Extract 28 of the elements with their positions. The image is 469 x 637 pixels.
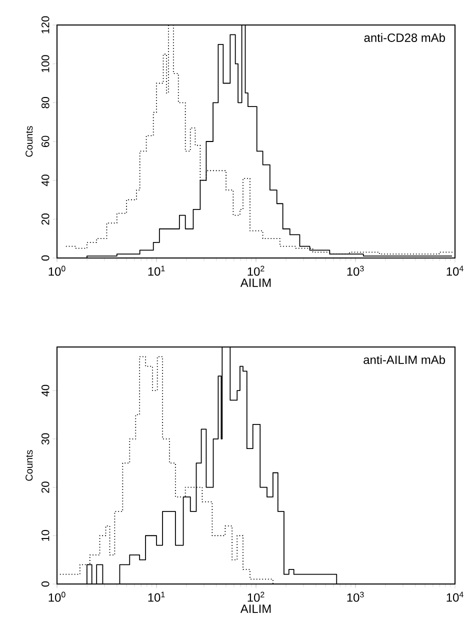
y-tick-label: 20: [41, 214, 50, 225]
x-tick-label: 10$^{4}$: [446, 266, 464, 276]
y-axis-title: Counts: [26, 126, 33, 157]
x-tick-label: 10$^{3}$: [347, 592, 364, 602]
y-tick-label: 40: [41, 384, 50, 396]
x-tick-label: 10$^{0}$: [48, 266, 66, 276]
annotation: anti-AILIM mAb: [364, 355, 445, 364]
x-axis-title: AILIM: [240, 604, 271, 613]
y-tick-label: 60: [41, 136, 50, 148]
x-tick-label: 10$^{4}$: [446, 592, 464, 602]
x-tick-label: 10$^{1}$: [148, 592, 165, 602]
y-tick-label: 100: [41, 55, 50, 72]
x-tick-label: 10$^{0}$: [48, 592, 66, 602]
y-tick-label: 20: [41, 482, 50, 493]
y-tick-label: 30: [41, 433, 50, 445]
y-tick-label: 40: [41, 174, 50, 186]
y-axis-title: Counts: [26, 450, 33, 481]
y-tick-label: 120: [41, 16, 50, 34]
annotation: anti-CD28 mAb: [364, 33, 445, 42]
y-tick-label: 10: [41, 530, 50, 541]
y-tick-label: 80: [41, 97, 50, 108]
x-axis-title: AILIM: [240, 278, 271, 287]
y-tick-label: 0: [41, 581, 50, 587]
y-tick-label: 0: [41, 255, 50, 261]
x-tick-label: 10$^{2}$: [248, 592, 264, 602]
x-tick-label: 10$^{3}$: [347, 266, 364, 276]
x-tick-label: 10$^{1}$: [148, 266, 165, 276]
x-tick-label: 10$^{2}$: [248, 266, 264, 276]
